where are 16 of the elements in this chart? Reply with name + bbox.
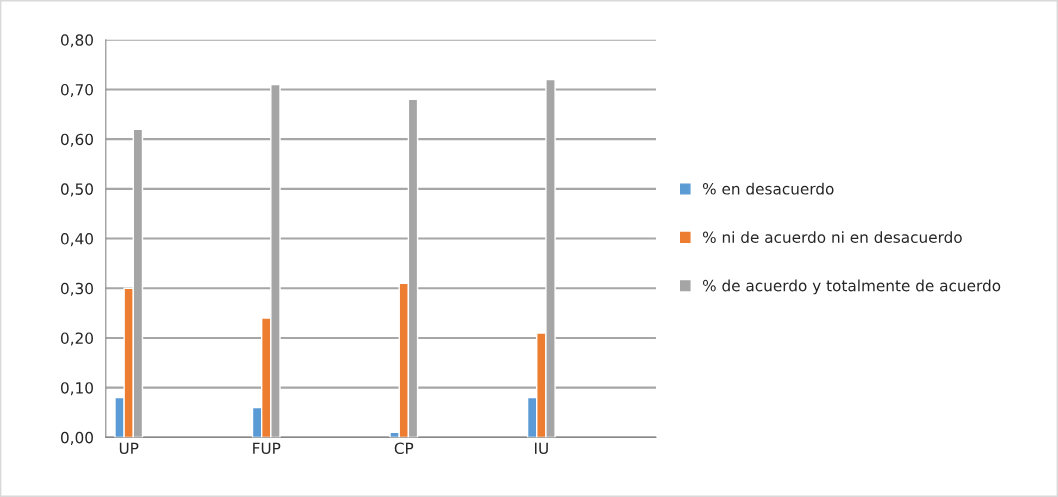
legend-label: % ni de acuerdo ni en desacuerdo <box>702 231 962 243</box>
legend-label: % en desacuerdo <box>702 182 834 195</box>
y-tick-label: 0,70 <box>60 83 93 98</box>
y-tick-label: 0,80 <box>60 34 93 48</box>
x-tick-label: UP <box>119 442 139 455</box>
y-tick-label: 0,30 <box>60 282 93 296</box>
y-tick-label: 0,00 <box>60 431 93 445</box>
legend-label: % de acuerdo y totalmente de acuerdo <box>702 279 1001 295</box>
x-tick-label: FUP <box>253 442 281 455</box>
x-tick-label: CP <box>394 442 414 455</box>
x-tick-label: IU <box>535 442 548 455</box>
y-tick-label: 0,50 <box>60 183 93 197</box>
y-tick-label: 0,10 <box>60 382 93 396</box>
y-tick-label: 0,40 <box>60 233 93 247</box>
y-tick-label: 0,20 <box>60 332 93 346</box>
y-tick-label: 0,60 <box>60 133 93 147</box>
